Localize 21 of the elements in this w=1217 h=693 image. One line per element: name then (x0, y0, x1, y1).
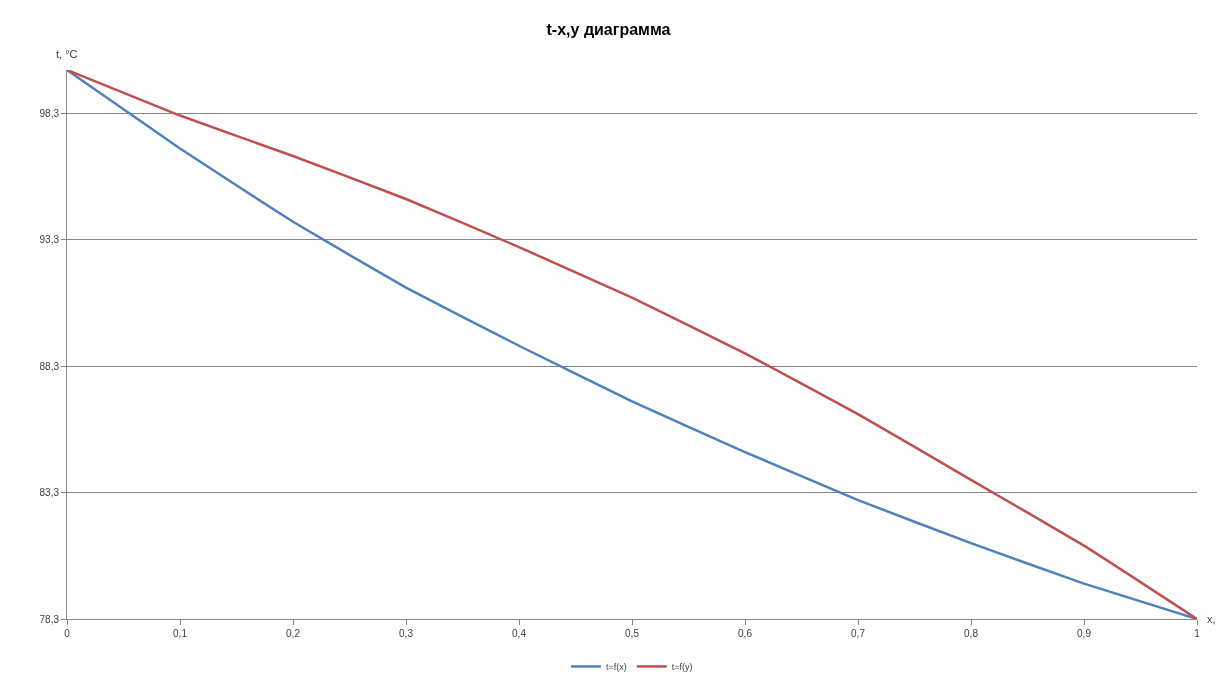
x-tick-label: 0,3 (399, 628, 414, 639)
y-tick-label: 98,3 (39, 107, 60, 119)
x-tick-label: 0,6 (738, 628, 753, 639)
y-axis-title: t, °C (56, 48, 78, 60)
x-tick-label: 0,4 (512, 628, 527, 639)
legend-label: t=f(x) (606, 661, 627, 672)
x-tick-label: 0,5 (625, 628, 640, 639)
y-tick-label: 83,3 (39, 487, 60, 498)
x-tick-label: 1 (1194, 628, 1201, 639)
x-axis-title: x, (1207, 613, 1216, 625)
x-tick-label: 0,1 (173, 628, 188, 639)
y-tick-label: 93,3 (39, 234, 60, 246)
legend-label: t=f(y) (671, 661, 693, 672)
y-tick-label: 88,3 (39, 360, 60, 372)
x-tick-label: 0,7 (851, 628, 866, 639)
chart-title: t-x,y диаграмма (546, 21, 671, 39)
x-tick-label: 0,9 (1077, 628, 1092, 639)
y-tick-label: 78,3 (39, 613, 60, 625)
x-tick-label: 0 (64, 628, 71, 639)
x-tick-label: 0,8 (964, 628, 979, 639)
x-tick-label: 0,2 (286, 628, 301, 639)
